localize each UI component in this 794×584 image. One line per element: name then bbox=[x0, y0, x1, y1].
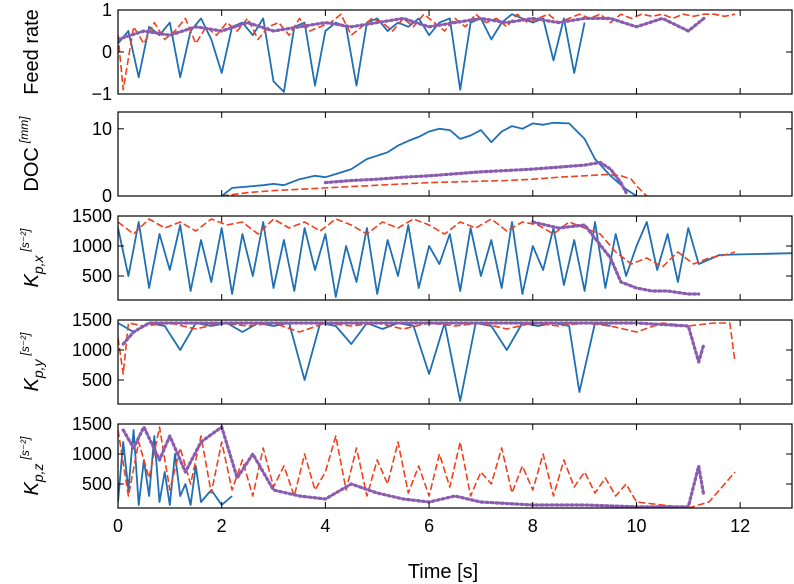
y-axis-unit: [s⁻²] bbox=[18, 436, 32, 461]
y-axis-title-sub: p,y bbox=[30, 358, 46, 379]
series-line-2 bbox=[121, 321, 706, 364]
panel-feed-rate: −1 0 1 Feed rate bbox=[21, 0, 793, 104]
y-axis-title-sub: p,x bbox=[30, 254, 46, 275]
series-line-2 bbox=[531, 220, 701, 296]
y-tick-label: 500 bbox=[82, 370, 112, 390]
y-axis-unit: [s⁻²] bbox=[18, 332, 32, 357]
panel-frame bbox=[117, 423, 793, 509]
y-axis-title: Kp,z [s⁻²] bbox=[18, 436, 46, 496]
series-group bbox=[118, 321, 736, 402]
series-line-2 bbox=[121, 425, 706, 508]
y-tick-label: 1000 bbox=[72, 236, 112, 256]
panel-kpz: 500 1000 1500 Kp,z [s⁻²] bbox=[18, 414, 793, 509]
series-group bbox=[118, 13, 736, 93]
series-line-0 bbox=[118, 221, 792, 298]
y-axis-title: Feed rate bbox=[21, 9, 43, 95]
series-line-1 bbox=[118, 218, 736, 268]
y-axis-unit: [s⁻²] bbox=[18, 228, 32, 253]
panel-kpy: 500 1000 1500 Kp,y[s⁻²] bbox=[18, 310, 793, 405]
y-axis-title-main: K bbox=[21, 273, 43, 288]
y-tick-label: 1000 bbox=[72, 444, 112, 464]
x-tick-label: 4 bbox=[320, 516, 330, 536]
series-line-1 bbox=[118, 322, 736, 375]
y-axis-title: Kp,y[s⁻²] bbox=[18, 332, 46, 392]
panel-frame bbox=[117, 215, 793, 301]
y-tick-label: 0 bbox=[102, 42, 112, 62]
series-line-0 bbox=[221, 121, 637, 196]
y-tick-label: 500 bbox=[82, 474, 112, 494]
series-line-2 bbox=[221, 173, 648, 196]
x-axis-title: Time [s] bbox=[408, 561, 478, 583]
series-line-0 bbox=[118, 322, 611, 402]
y-tick-label: 0 bbox=[102, 186, 112, 206]
panel-kpx: 500 1000 1500 Kp,x[s⁻²] bbox=[18, 206, 793, 301]
x-axis: 0 2 4 6 8 10 12 bbox=[113, 516, 750, 536]
series-line-1 bbox=[323, 160, 628, 195]
y-axis-title-main: Feed rate bbox=[21, 9, 43, 95]
series-line-0 bbox=[118, 429, 233, 506]
series-group bbox=[221, 121, 648, 196]
series-line-1 bbox=[118, 13, 736, 91]
panel-doc: 0 10 DOC [mm] bbox=[17, 111, 793, 206]
y-tick-label: 1 bbox=[102, 0, 112, 20]
x-tick-label: 6 bbox=[424, 516, 434, 536]
x-tick-label: 10 bbox=[626, 516, 646, 536]
y-tick-label: −1 bbox=[91, 84, 112, 104]
y-axis-title: DOC [mm] bbox=[17, 116, 43, 192]
x-tick-label: 2 bbox=[217, 516, 227, 536]
series-line-1 bbox=[118, 426, 736, 508]
series-line-0 bbox=[118, 13, 586, 93]
y-tick-label: 1000 bbox=[72, 340, 112, 360]
y-tick-label: 1500 bbox=[72, 206, 112, 226]
y-tick-label: 10 bbox=[92, 119, 112, 139]
series-group bbox=[118, 425, 736, 508]
y-axis-title-main: K bbox=[21, 481, 43, 496]
panel-frame bbox=[117, 319, 793, 405]
x-tick-label: 8 bbox=[528, 516, 538, 536]
y-axis-title-main: DOC bbox=[21, 147, 43, 191]
y-axis-unit: [mm] bbox=[17, 116, 31, 144]
y-axis-title-main: K bbox=[21, 377, 43, 392]
x-tick-label: 0 bbox=[113, 516, 123, 536]
y-tick-label: 500 bbox=[82, 266, 112, 286]
y-axis-title-sub: p,z bbox=[30, 463, 46, 483]
series-group bbox=[118, 218, 792, 298]
panel-frame bbox=[117, 111, 793, 197]
series-line-2 bbox=[118, 16, 706, 42]
y-tick-label: 1500 bbox=[72, 310, 112, 330]
x-tick-label: 12 bbox=[730, 516, 750, 536]
y-tick-label: 1500 bbox=[72, 414, 112, 434]
y-axis-title: Kp,x[s⁻²] bbox=[18, 228, 46, 288]
